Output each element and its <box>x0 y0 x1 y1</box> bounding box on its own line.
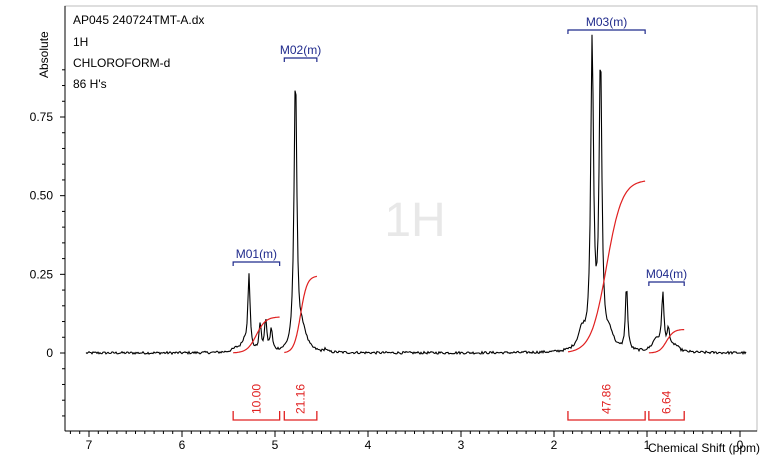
integral-bracket <box>283 411 318 421</box>
info-line-nucleus: 1H <box>73 35 88 49</box>
integral-3[interactable]: 47.86 <box>567 384 646 421</box>
integral-1[interactable]: 10.00 <box>232 384 281 421</box>
watermark: 1H <box>384 194 445 247</box>
info-line-file: AP045 240724TMT-A.dx <box>73 13 204 27</box>
multiplet-layer: M01(m) M02(m) M03(m) M04(m) <box>232 15 687 286</box>
integral-curve-4 <box>648 329 685 354</box>
integral-4[interactable]: 6.64 <box>648 390 685 421</box>
y-tick-label: 0.50 <box>30 189 54 203</box>
integral-value-label: 10.00 <box>249 384 263 414</box>
x-tick-label: 1 <box>644 438 651 452</box>
x-tick-label: 5 <box>272 438 279 452</box>
integral-2[interactable]: 21.16 <box>283 384 318 421</box>
multiplet-label: M01(m) <box>236 247 277 261</box>
y-tick-label: 0.75 <box>30 110 54 124</box>
integral-curve-1 <box>233 316 280 354</box>
x-tick-label: 7 <box>86 438 93 452</box>
multiplet-1[interactable]: M01(m) <box>232 247 281 266</box>
integral-bracket <box>648 411 685 421</box>
multiplet-label: M02(m) <box>280 43 321 57</box>
multiplet-label: M04(m) <box>646 267 687 281</box>
integral-value-label: 21.16 <box>294 384 308 414</box>
integral-value-label: 6.64 <box>660 390 674 414</box>
multiplet-label: M03(m) <box>586 15 627 29</box>
x-axis-title: Chemical Shift (ppm) <box>648 441 760 455</box>
multiplet-bracket <box>283 57 318 62</box>
x-tick-label: 0 <box>737 438 744 452</box>
info-block: AP045 240724TMT-A.dx 1H CHLOROFORM-d 86 … <box>73 13 204 91</box>
multiplet-bracket <box>648 281 685 286</box>
integral-curve-layer <box>233 180 685 354</box>
y-axis-title: Absolute <box>37 31 51 78</box>
x-tick-label: 6 <box>179 438 186 452</box>
integral-bracket <box>232 411 281 421</box>
multiplet-2[interactable]: M02(m) <box>280 43 321 62</box>
integral-curve-3 <box>567 180 646 353</box>
multiplet-3[interactable]: M03(m) <box>567 15 646 34</box>
info-line-solvent: CHLOROFORM-d <box>73 56 170 70</box>
integral-bracket <box>567 411 646 421</box>
x-tick-label: 4 <box>365 438 372 452</box>
x-axis: 7 6 5 4 3 2 1 0 <box>65 430 757 452</box>
integral-layer: 10.00 21.16 47.86 6.64 <box>232 384 685 421</box>
spectrum-trace <box>85 34 747 356</box>
y-axis: 0 0.25 0.50 0.75 <box>30 6 66 431</box>
spectrum-layer <box>85 34 747 356</box>
multiplet-bracket <box>567 29 646 34</box>
integral-value-label: 47.86 <box>600 384 614 414</box>
x-tick-label: 2 <box>551 438 558 452</box>
integral-curve-2 <box>284 275 317 354</box>
y-tick-label: 0.25 <box>30 267 54 281</box>
multiplet-4[interactable]: M04(m) <box>646 267 687 286</box>
multiplet-bracket <box>232 261 281 266</box>
info-line-protons: 86 H's <box>73 77 107 91</box>
y-tick-label: 0 <box>46 346 53 360</box>
x-tick-label: 3 <box>458 438 465 452</box>
